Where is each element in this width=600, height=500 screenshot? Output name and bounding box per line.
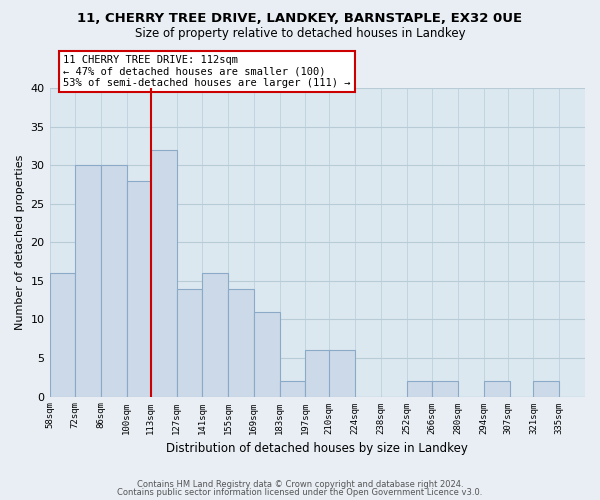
Bar <box>127 180 152 396</box>
Y-axis label: Number of detached properties: Number of detached properties <box>15 154 25 330</box>
Text: Size of property relative to detached houses in Landkey: Size of property relative to detached ho… <box>134 28 466 40</box>
Bar <box>305 350 331 397</box>
Text: Contains public sector information licensed under the Open Government Licence v3: Contains public sector information licen… <box>118 488 482 497</box>
Bar <box>329 350 355 397</box>
Bar <box>228 288 254 397</box>
Bar <box>407 381 432 396</box>
Bar <box>101 166 127 396</box>
Bar <box>176 288 202 397</box>
Bar <box>280 381 305 396</box>
Text: Contains HM Land Registry data © Crown copyright and database right 2024.: Contains HM Land Registry data © Crown c… <box>137 480 463 489</box>
Bar <box>254 312 280 396</box>
Bar <box>484 381 509 396</box>
Bar <box>76 166 101 396</box>
Bar <box>202 273 228 396</box>
Bar <box>533 381 559 396</box>
X-axis label: Distribution of detached houses by size in Landkey: Distribution of detached houses by size … <box>166 442 468 455</box>
Bar <box>432 381 458 396</box>
Bar <box>50 273 76 396</box>
Text: 11 CHERRY TREE DRIVE: 112sqm
← 47% of detached houses are smaller (100)
53% of s: 11 CHERRY TREE DRIVE: 112sqm ← 47% of de… <box>63 55 350 88</box>
Bar <box>151 150 176 396</box>
Text: 11, CHERRY TREE DRIVE, LANDKEY, BARNSTAPLE, EX32 0UE: 11, CHERRY TREE DRIVE, LANDKEY, BARNSTAP… <box>77 12 523 26</box>
